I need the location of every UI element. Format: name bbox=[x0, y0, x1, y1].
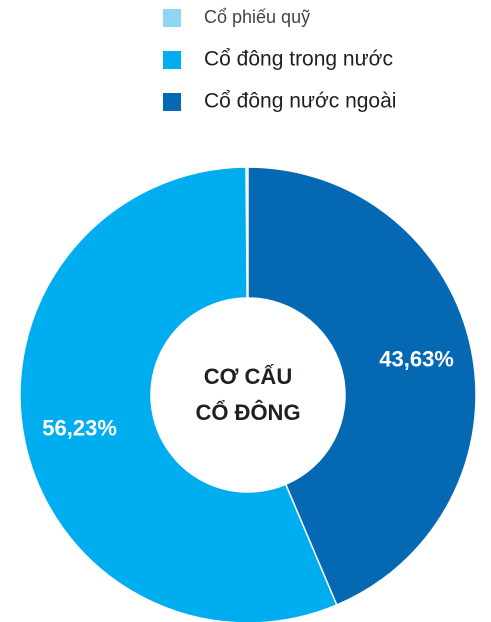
slice bbox=[247, 166, 477, 606]
center-label: CƠ CẤU bbox=[204, 364, 292, 389]
legend-swatch bbox=[163, 93, 181, 111]
center-label: CỔ ĐÔNG bbox=[195, 400, 300, 425]
slice-label: 43,63% bbox=[379, 347, 454, 372]
legend-text: Cổ đông trong nước bbox=[204, 48, 393, 71]
legend-text: Cổ đông nước ngoài bbox=[204, 90, 396, 113]
slice bbox=[19, 166, 338, 622]
legend-swatch bbox=[163, 9, 181, 27]
legend-swatch bbox=[163, 51, 181, 69]
legend-text: Cổ phiếu quỹ bbox=[204, 7, 310, 27]
slice-label: 56,23% bbox=[42, 416, 117, 441]
